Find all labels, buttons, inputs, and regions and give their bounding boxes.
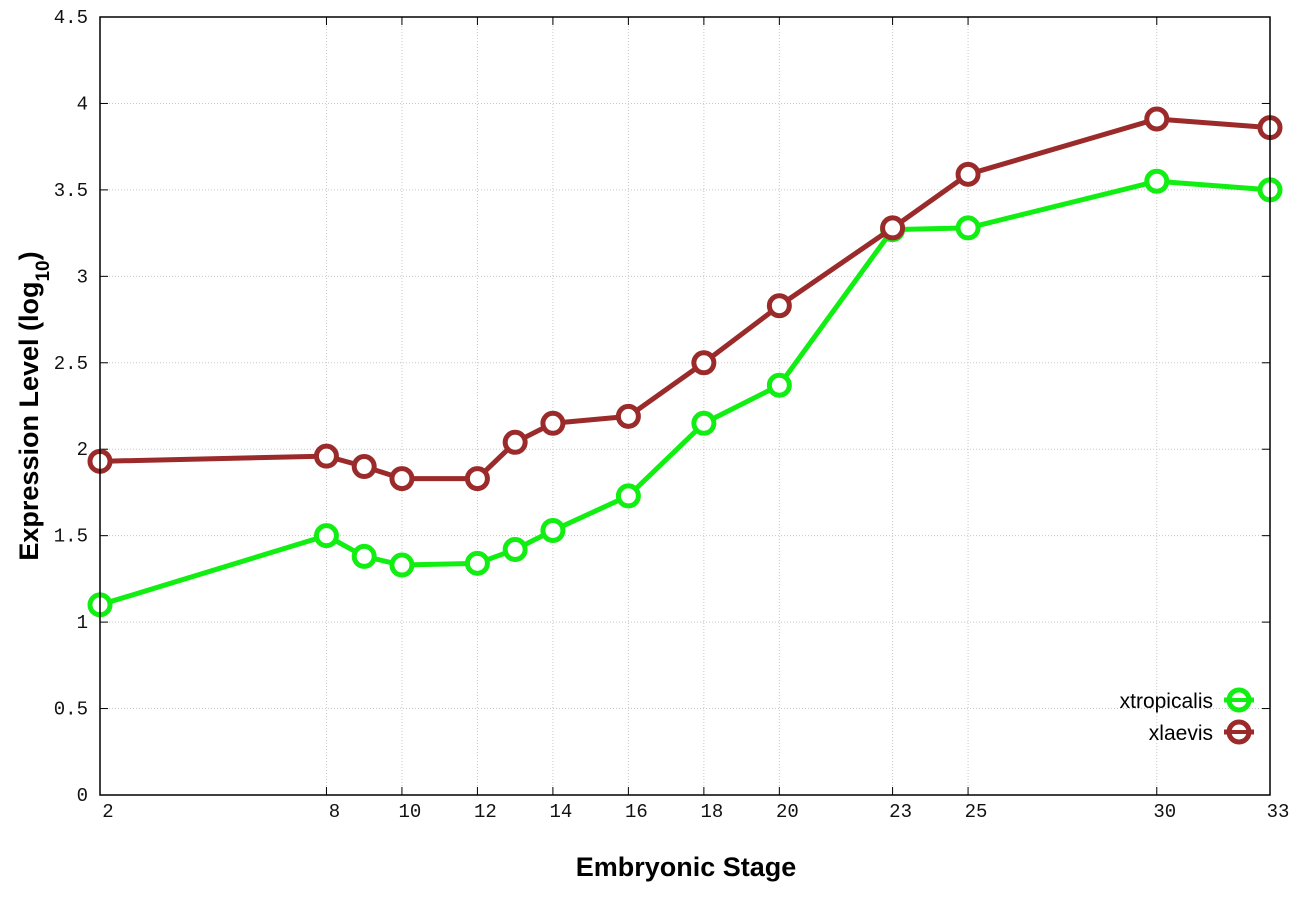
y-tick-label: 0 — [77, 785, 88, 807]
data-point — [351, 543, 377, 569]
data-point — [766, 372, 792, 398]
series-xtropicalis — [87, 168, 1283, 618]
x-tick-label: 23 — [889, 801, 912, 823]
x-tick-label: 33 — [1267, 801, 1290, 823]
y-tick-label: 4 — [77, 93, 88, 115]
grid — [100, 17, 1270, 795]
data-point — [313, 443, 339, 469]
y-tick-label: 3.5 — [54, 180, 88, 202]
data-point — [464, 466, 490, 492]
data-point — [955, 161, 981, 187]
y-axis-label: Expression Level (log10) — [14, 251, 54, 560]
y-tick-label: 3 — [77, 266, 88, 288]
data-point — [502, 429, 528, 455]
data-point — [955, 215, 981, 241]
x-tick-label: 12 — [474, 801, 497, 823]
data-point — [880, 215, 906, 241]
legend: xtropicalis xlaevis — [1120, 687, 1254, 745]
data-point — [351, 454, 377, 480]
series-group — [87, 106, 1283, 618]
x-tick-label: 18 — [700, 801, 723, 823]
data-point — [1144, 168, 1170, 194]
x-tick-label: 16 — [625, 801, 648, 823]
x-axis-label: Embryonic Stage — [576, 852, 797, 882]
x-tick-label: 14 — [549, 801, 572, 823]
plot-frame — [99, 16, 1271, 796]
data-point — [691, 410, 717, 436]
data-point — [766, 293, 792, 319]
data-point — [1144, 106, 1170, 132]
y-tick-label: 4.5 — [54, 7, 88, 29]
x-tick-label: 8 — [329, 801, 340, 823]
x-tick-label: 10 — [399, 801, 422, 823]
data-point — [464, 550, 490, 576]
data-point — [691, 350, 717, 376]
data-point — [502, 536, 528, 562]
data-point — [540, 517, 566, 543]
x-tick-label: 30 — [1153, 801, 1176, 823]
y-tick-label: 1.5 — [54, 526, 88, 548]
x-tick-label: 20 — [776, 801, 799, 823]
data-point — [540, 410, 566, 436]
y-tick-label: 0.5 — [54, 699, 88, 721]
legend-label: xlaevis — [1149, 722, 1213, 745]
data-point — [615, 483, 641, 509]
axis-ticks: 0 0.5 1 1.5 2 2.5 3 3.5 4 4.5 2 8 10 12 14 16 18 20 23 25 30… — [54, 7, 1290, 823]
data-point — [313, 523, 339, 549]
x-tick-label: 2 — [102, 801, 113, 823]
legend-label: xtropicalis — [1120, 690, 1213, 713]
series-xlaevis — [87, 106, 1283, 492]
x-tick-label: 25 — [965, 801, 988, 823]
y-tick-label: 2 — [77, 439, 88, 461]
series-line — [99, 178, 1271, 608]
y-tick-label: 2.5 — [54, 353, 88, 375]
y-tick-label: 1 — [77, 612, 88, 634]
data-point — [389, 552, 415, 578]
series-line — [99, 116, 1271, 482]
data-point — [615, 403, 641, 429]
data-point — [389, 466, 415, 492]
